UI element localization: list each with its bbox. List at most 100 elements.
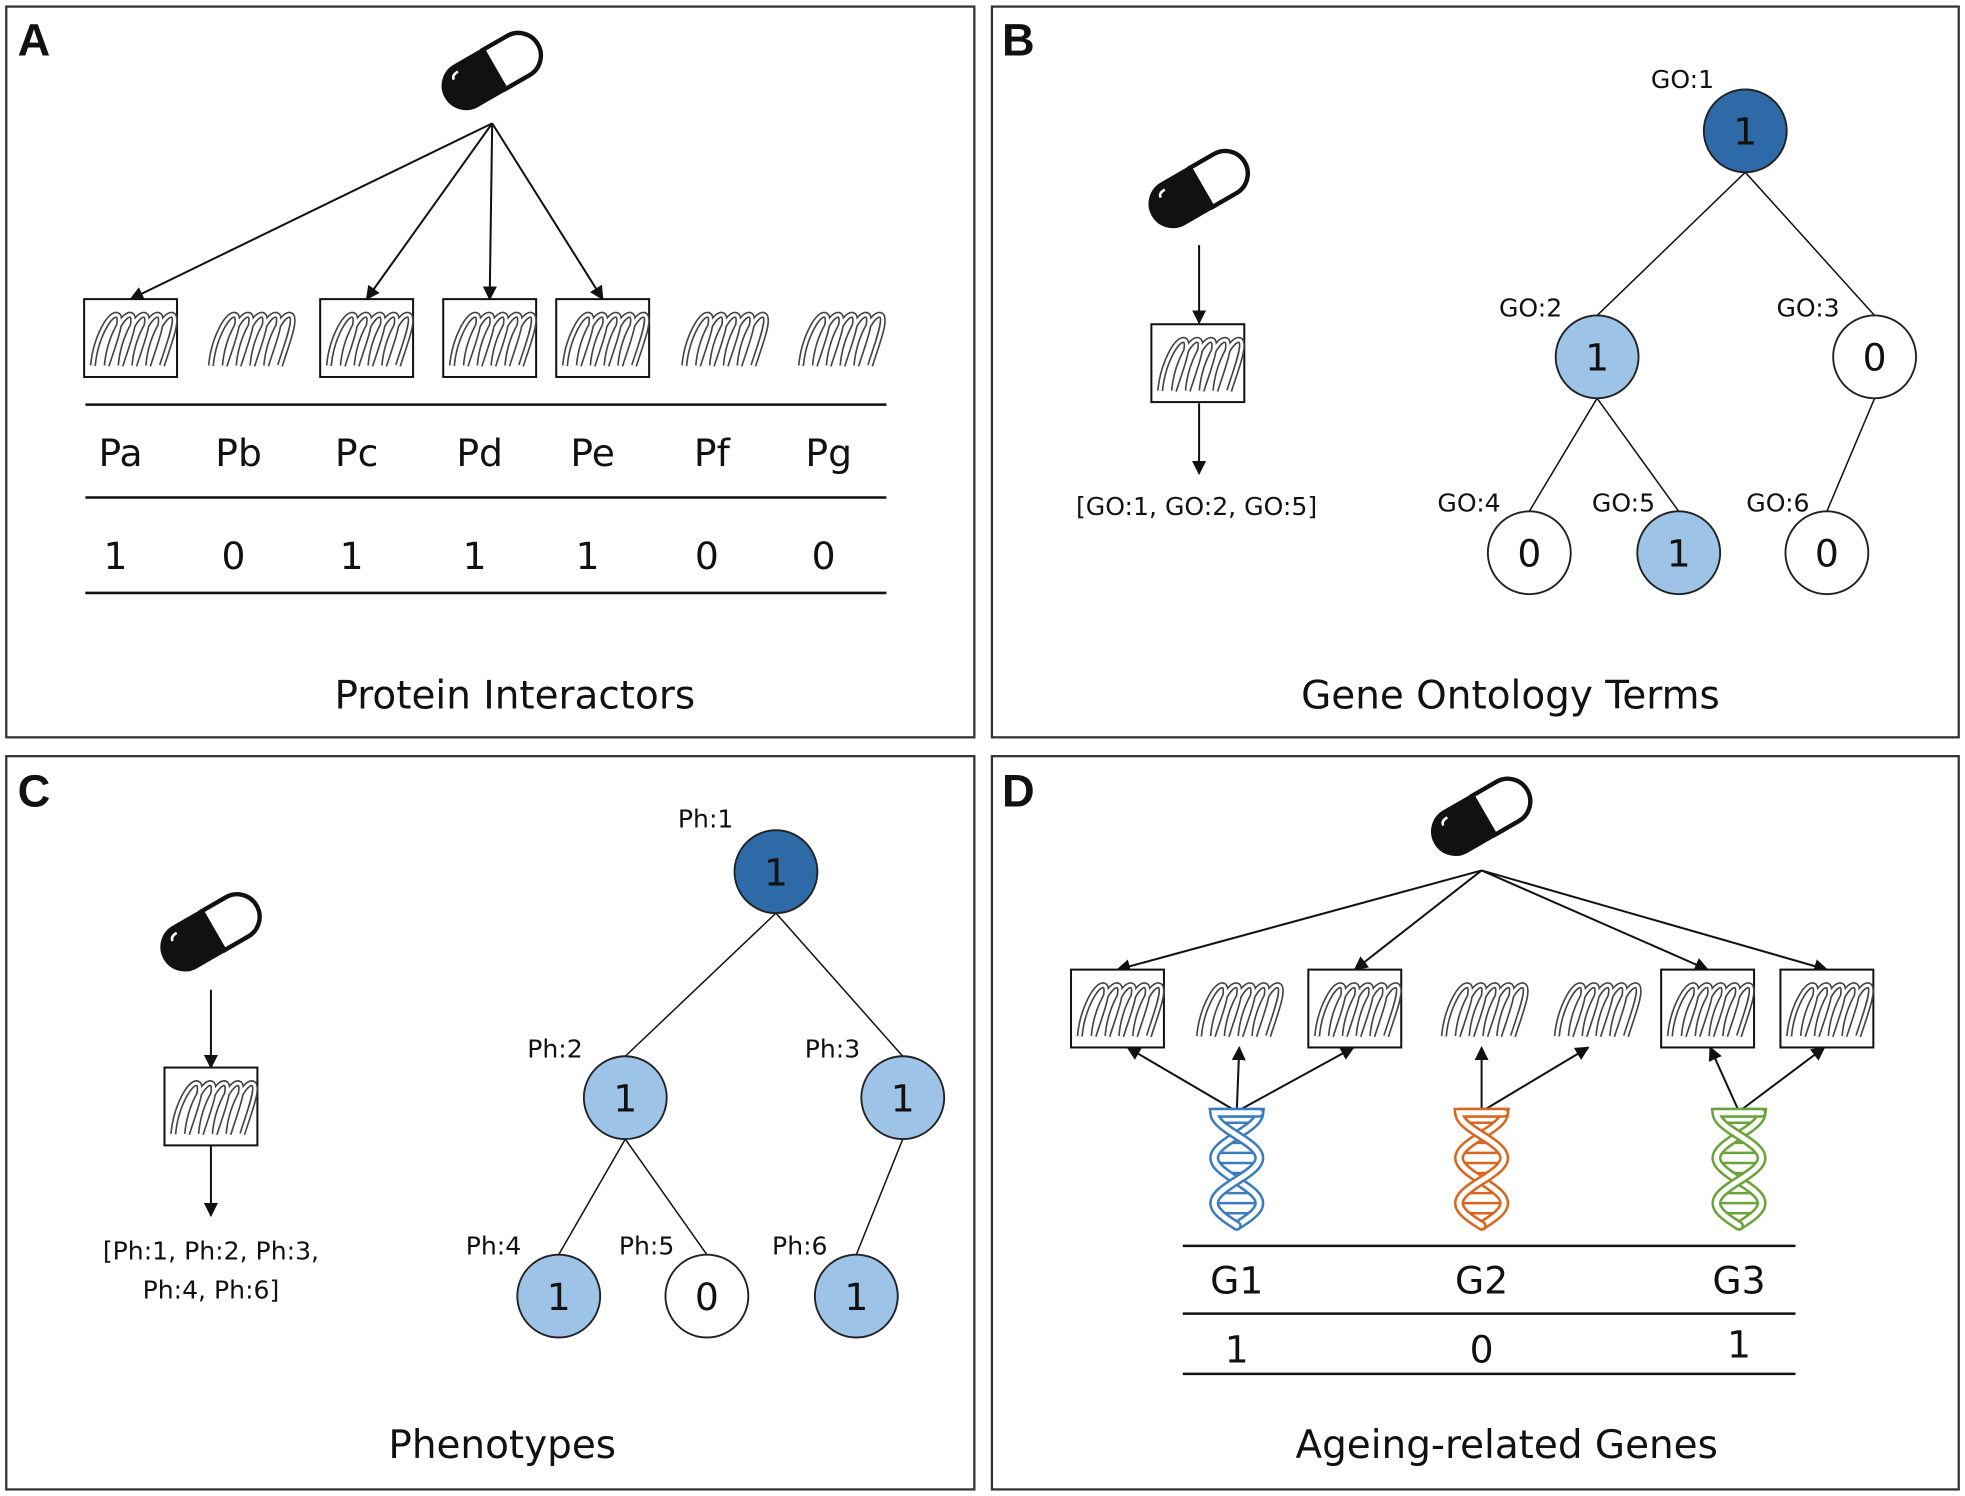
protein-value: 1 — [104, 534, 128, 578]
protein-coil-inner — [91, 313, 177, 367]
protein-icon — [555, 298, 651, 378]
protein-name: Pd — [456, 431, 503, 475]
term-node — [860, 1055, 946, 1141]
protein-coil-inner — [450, 313, 536, 367]
gene-value: 0 — [1470, 1328, 1494, 1372]
pill-half-light — [198, 892, 262, 954]
protein-name: Pb — [215, 431, 262, 475]
dna-strand-inner — [1456, 1110, 1507, 1229]
protein-coil-inner — [799, 313, 885, 367]
term-node — [1832, 314, 1917, 400]
protein-value: 1 — [463, 534, 487, 578]
protein-coil-inner — [563, 313, 649, 367]
gene-arrow — [1236, 1046, 1355, 1113]
protein-coil-inner — [1197, 983, 1283, 1037]
term-node — [813, 1253, 899, 1339]
protein-value: 0 — [812, 534, 836, 578]
dna-icon — [1710, 1107, 1768, 1231]
protein-icon — [1307, 968, 1403, 1049]
pill-shine — [1441, 816, 1449, 827]
protein-coil-inner — [1078, 983, 1163, 1037]
protein-icon — [207, 311, 296, 367]
protein-icon — [442, 298, 538, 378]
node-label: Ph:6 — [772, 1232, 827, 1261]
gene-name: G1 — [1210, 1259, 1263, 1303]
protein-icon — [83, 298, 179, 378]
protein-coil-inner — [171, 1081, 257, 1135]
term-node — [1486, 510, 1572, 596]
dna-strand-inner — [1211, 1110, 1262, 1229]
pill-icon — [160, 892, 262, 972]
tree-edge — [775, 912, 904, 1057]
panel-title: Phenotypes — [388, 1423, 616, 1468]
interaction-arrow — [365, 122, 494, 301]
panel-letter: B — [1002, 15, 1035, 66]
node-label: Ph:3 — [805, 1035, 860, 1064]
node-value: 0 — [695, 1275, 719, 1319]
gene-value: 1 — [1225, 1328, 1249, 1372]
node-value: 1 — [1667, 532, 1691, 576]
protein-coil-inner — [682, 313, 768, 367]
interaction-arrow — [1481, 869, 1709, 971]
protein-icon — [681, 311, 770, 367]
protein-icon — [797, 311, 886, 367]
dna-strand-inner — [1713, 1110, 1765, 1229]
protein-coil-inner — [1442, 983, 1528, 1037]
protein-icon — [1779, 968, 1875, 1049]
protein-value: 1 — [340, 534, 364, 578]
interaction-arrow — [129, 122, 493, 301]
node-value: 1 — [613, 1076, 637, 1120]
term-node — [1702, 88, 1788, 174]
protein-coil-inner — [1158, 338, 1244, 392]
pill-half-light — [1186, 148, 1250, 210]
pill-half-dark — [441, 48, 507, 111]
protein-name: Pf — [694, 431, 731, 475]
panel-c-border — [5, 755, 976, 1491]
phenotype-annotation-line: Ph:4, Ph:6] — [143, 1276, 280, 1305]
pill-shine — [1158, 188, 1166, 199]
node-value: 1 — [547, 1275, 571, 1319]
protein-name: Pg — [805, 431, 852, 475]
dna-strand-inner — [1211, 1110, 1263, 1229]
protein-name: Pa — [98, 431, 142, 475]
node-label: GO:6 — [1746, 488, 1809, 517]
protein-value: 0 — [222, 534, 246, 578]
node-value: 1 — [844, 1275, 868, 1319]
term-node — [1554, 314, 1640, 400]
node-label: GO:2 — [1499, 294, 1562, 323]
node-label: GO:5 — [1592, 488, 1655, 517]
tree-edge — [624, 912, 777, 1057]
pill-half-light — [480, 30, 544, 92]
protein-icon — [163, 1066, 259, 1147]
tree-edge — [558, 1138, 626, 1256]
interaction-arrow — [1481, 869, 1829, 973]
gene-arrow — [1708, 1046, 1740, 1112]
dna-strand-inner — [1456, 1110, 1508, 1229]
node-value: 0 — [1815, 532, 1839, 576]
protein-icon — [1660, 968, 1756, 1049]
dna-icon — [1208, 1107, 1266, 1231]
protein-icon — [1150, 323, 1246, 404]
protein-icon — [1440, 982, 1529, 1038]
pill-half-dark — [160, 909, 225, 972]
interaction-arrow — [482, 123, 497, 301]
protein-icon — [1070, 968, 1165, 1049]
gene-name: G3 — [1712, 1259, 1765, 1303]
protein-icon — [319, 298, 415, 378]
gene-arrow — [1126, 1046, 1238, 1113]
gene-arrow — [1738, 1046, 1826, 1113]
node-label: Ph:4 — [466, 1232, 522, 1261]
interaction-arrow — [491, 122, 604, 301]
node-value: 1 — [891, 1076, 915, 1120]
node-value: 1 — [764, 850, 788, 894]
protein-coil-inner — [209, 313, 295, 367]
pill-shine — [170, 931, 178, 942]
node-value: 0 — [1517, 532, 1541, 576]
node-label: GO:1 — [1651, 65, 1714, 94]
node-value: 0 — [1863, 336, 1887, 380]
node-label: Ph:5 — [619, 1232, 675, 1261]
node-label: GO:4 — [1437, 488, 1500, 517]
panel-b-border — [990, 5, 1960, 739]
panel-letter: A — [18, 15, 51, 66]
pill-icon — [1148, 148, 1250, 229]
